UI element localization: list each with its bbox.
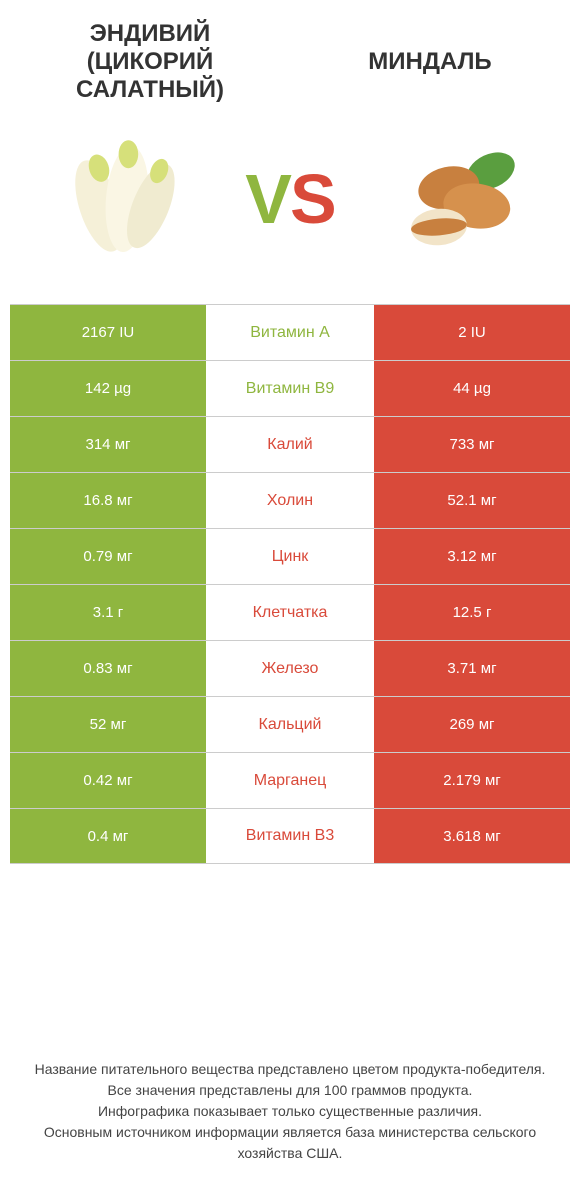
value-left: 314 мг bbox=[10, 417, 206, 472]
value-right: 3.71 мг bbox=[374, 641, 570, 696]
table-row: 52 мгКальций269 мг bbox=[10, 696, 570, 752]
value-left: 16.8 мг bbox=[10, 473, 206, 528]
nutrient-label: Кальций bbox=[206, 697, 374, 752]
nutrient-label: Витамин A bbox=[206, 305, 374, 360]
nutrient-table: 2167 IUВитамин A2 IU142 µgВитамин B944 µ… bbox=[0, 304, 580, 864]
vs-s: S bbox=[290, 160, 335, 238]
vs-label: VS bbox=[245, 159, 334, 239]
value-left: 52 мг bbox=[10, 697, 206, 752]
nutrient-label: Железо bbox=[206, 641, 374, 696]
value-right: 3.618 мг bbox=[374, 809, 570, 863]
nutrient-label: Холин bbox=[206, 473, 374, 528]
table-row: 0.4 мгВитамин B33.618 мг bbox=[10, 808, 570, 864]
value-right: 12.5 г bbox=[374, 585, 570, 640]
header: ЭНДИВИЙ (ЦИКОРИЙ САЛАТНЫЙ) МИНДАЛЬ bbox=[0, 0, 580, 114]
title-left: ЭНДИВИЙ (ЦИКОРИЙ САЛАТНЫЙ) bbox=[24, 20, 276, 104]
value-left: 0.4 мг bbox=[10, 809, 206, 863]
footer-line-3: Инфографика показывает только существенн… bbox=[30, 1101, 550, 1122]
value-right: 52.1 мг bbox=[374, 473, 570, 528]
value-left: 0.42 мг bbox=[10, 753, 206, 808]
value-left: 3.1 г bbox=[10, 585, 206, 640]
endive-image bbox=[45, 124, 195, 274]
value-left: 142 µg bbox=[10, 361, 206, 416]
nutrient-label: Витамин B3 bbox=[206, 809, 374, 863]
almond-image bbox=[385, 124, 535, 274]
value-right: 2.179 мг bbox=[374, 753, 570, 808]
nutrient-label: Витамин B9 bbox=[206, 361, 374, 416]
footer-line-1: Название питательного вещества представл… bbox=[30, 1059, 550, 1080]
table-row: 3.1 гКлетчатка12.5 г bbox=[10, 584, 570, 640]
nutrient-label: Цинк bbox=[206, 529, 374, 584]
footer-line-4: Основным источником информации является … bbox=[30, 1122, 550, 1164]
table-row: 0.42 мгМарганец2.179 мг bbox=[10, 752, 570, 808]
value-right: 44 µg bbox=[374, 361, 570, 416]
table-row: 0.83 мгЖелезо3.71 мг bbox=[10, 640, 570, 696]
footer: Название питательного вещества представл… bbox=[0, 1059, 580, 1164]
value-right: 269 мг bbox=[374, 697, 570, 752]
value-right: 733 мг bbox=[374, 417, 570, 472]
nutrient-label: Клетчатка bbox=[206, 585, 374, 640]
table-row: 0.79 мгЦинк3.12 мг bbox=[10, 528, 570, 584]
value-left: 0.79 мг bbox=[10, 529, 206, 584]
table-row: 16.8 мгХолин52.1 мг bbox=[10, 472, 570, 528]
value-left: 2167 IU bbox=[10, 305, 206, 360]
table-row: 142 µgВитамин B944 µg bbox=[10, 360, 570, 416]
vs-v: V bbox=[245, 160, 290, 238]
nutrient-label: Марганец bbox=[206, 753, 374, 808]
value-right: 3.12 мг bbox=[374, 529, 570, 584]
title-right: МИНДАЛЬ bbox=[304, 48, 556, 76]
images-row: VS bbox=[0, 114, 580, 304]
nutrient-label: Калий bbox=[206, 417, 374, 472]
table-row: 2167 IUВитамин A2 IU bbox=[10, 304, 570, 360]
value-left: 0.83 мг bbox=[10, 641, 206, 696]
value-right: 2 IU bbox=[374, 305, 570, 360]
footer-line-2: Все значения представлены для 100 граммо… bbox=[30, 1080, 550, 1101]
table-row: 314 мгКалий733 мг bbox=[10, 416, 570, 472]
